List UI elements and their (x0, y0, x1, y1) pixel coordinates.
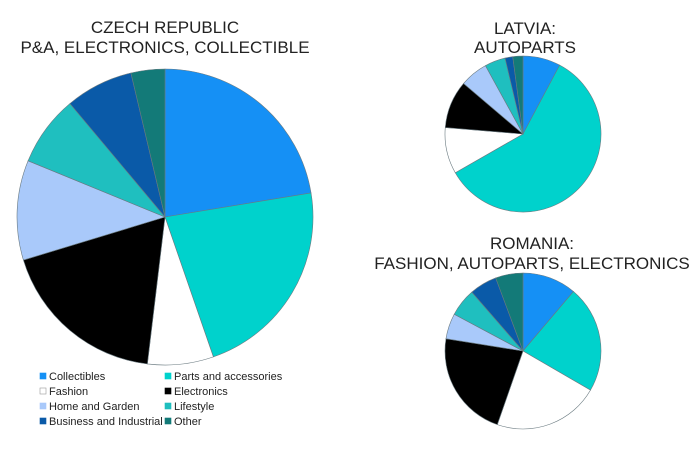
czech-slice-collectibles (164, 68, 312, 218)
pie-czech-republic: CZECH REPUBLIC P&A, ELECTRONICS, COLLECT… (16, 18, 314, 366)
latvia-slices (444, 55, 602, 213)
legend-label: Business and Industrial (49, 416, 163, 428)
legend-label: Parts and accessories (174, 371, 283, 383)
legend-swatch (164, 387, 172, 395)
romania-slice-electronics (444, 338, 524, 426)
czech-title-line-2: P&A, ELECTRONICS, COLLECTIBLE (20, 38, 309, 57)
legend-swatch (39, 417, 47, 425)
pie-latvia: LATVIA: AUTOPARTS (444, 19, 602, 213)
romania-slice-parts-and-accessories (522, 291, 602, 391)
czech-slice-parts-and-accessories (164, 192, 314, 358)
romania-slices (444, 272, 602, 430)
legend-label: Electronics (174, 386, 228, 398)
legend-swatch (164, 417, 172, 425)
czech-slices (16, 68, 314, 366)
legend-swatch (39, 372, 47, 380)
romania-title-line-2: FASHION, AUTOPARTS, ELECTRONICS (374, 254, 690, 273)
pie-romania: ROMANIA: FASHION, AUTOPARTS, ELECTRONICS (374, 234, 690, 430)
legend-label: Fashion (49, 386, 88, 398)
czech-title-line-1: CZECH REPUBLIC (91, 18, 239, 37)
latvia-slice-other (512, 55, 524, 135)
latvia-title-line-2: AUTOPARTS (474, 38, 576, 57)
legend-swatch (39, 402, 47, 410)
legend-swatch (164, 372, 172, 380)
latvia-title-line-1: LATVIA: (494, 19, 556, 38)
romania-slice-other (495, 272, 524, 352)
legend-label: Collectibles (49, 371, 106, 383)
legend: Collectibles Parts and accessories Fashion… (39, 371, 283, 428)
legend-swatch (39, 387, 47, 395)
latvia-slice-parts-and-accessories (454, 64, 602, 213)
czech-slice-home-and-garden (16, 160, 166, 261)
legend-label: Lifestyle (174, 401, 214, 413)
romania-title-line-1: ROMANIA: (490, 234, 574, 253)
legend-label: Other (174, 416, 202, 428)
legend-label: Home and Garden (49, 401, 140, 413)
romania-slice-fashion (496, 350, 591, 430)
czech-slice-other (130, 68, 166, 218)
czech-slice-electronics (23, 216, 166, 365)
legend-swatch (164, 402, 172, 410)
